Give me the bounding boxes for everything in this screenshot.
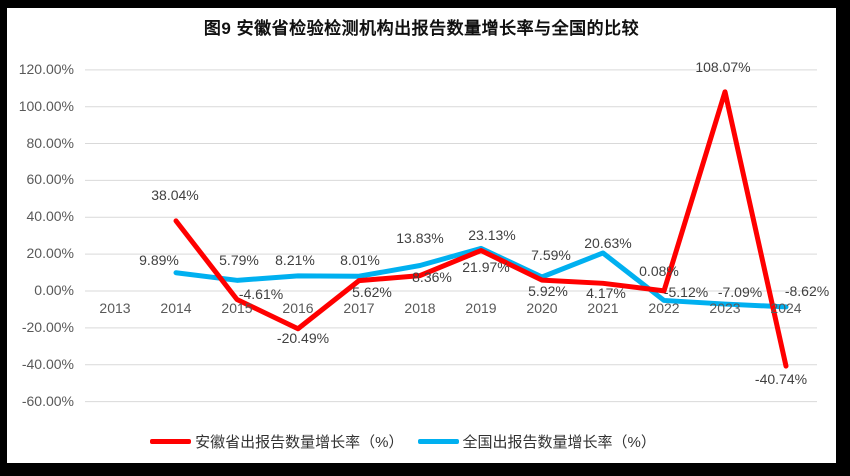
data-label: -8.62% bbox=[784, 282, 830, 299]
data-label: -4.61% bbox=[238, 286, 284, 303]
data-label: -7.09% bbox=[717, 284, 763, 301]
legend-item-national: 全国出报告数量增长率（%） bbox=[417, 431, 656, 452]
chart-title: 图9 安徽省检验检测机构出报告数量增长率与全国的比较 bbox=[203, 19, 640, 38]
data-label: 5.92% bbox=[528, 283, 568, 300]
data-label: 13.83% bbox=[396, 229, 444, 246]
data-label: 20.63% bbox=[584, 234, 632, 251]
data-label: 9.89% bbox=[139, 251, 179, 268]
data-label: 21.97% bbox=[462, 258, 510, 275]
y-tick-label: 80.00% bbox=[26, 134, 74, 151]
x-axis-label: 2020 bbox=[526, 300, 558, 316]
data-label: -40.74% bbox=[754, 371, 808, 388]
data-label: 8.21% bbox=[275, 251, 315, 268]
y-tick-label: 100.00% bbox=[18, 97, 74, 114]
x-axis-label: 2014 bbox=[160, 300, 192, 316]
data-label: 0.08% bbox=[639, 262, 679, 279]
plot-background bbox=[7, 8, 836, 463]
legend-label-national: 全国出报告数量增长率（%） bbox=[462, 433, 656, 451]
y-tick-label: 0.00% bbox=[34, 282, 74, 298]
legend-swatch-anhui-line bbox=[150, 438, 192, 444]
data-label: -5.12% bbox=[663, 284, 709, 301]
legend-item-anhui: 安徽省出报告数量增长率（%） bbox=[150, 431, 404, 452]
y-tick-label: 60.00% bbox=[26, 171, 74, 188]
x-axis-label: 2018 bbox=[404, 300, 436, 316]
y-tick-label: -40.00% bbox=[21, 355, 74, 372]
chart-legend: 安徽省出报告数量增长率（%） 全国出报告数量增长率（%） bbox=[0, 430, 828, 452]
data-label: 5.62% bbox=[352, 283, 392, 300]
data-label: 8.36% bbox=[412, 268, 452, 285]
y-tick-label: -60.00% bbox=[21, 392, 74, 409]
y-tick-label: 120.00% bbox=[18, 60, 74, 77]
x-axis-label: 2016 bbox=[282, 300, 314, 316]
x-axis-label: 2019 bbox=[465, 300, 497, 316]
data-label: 8.01% bbox=[340, 252, 380, 269]
x-axis-label: 2024 bbox=[770, 300, 802, 316]
x-axis-label: 2015 bbox=[221, 300, 253, 316]
x-axis-label: 2013 bbox=[99, 300, 131, 316]
x-axis-label: 2017 bbox=[343, 300, 375, 316]
legend-swatch-national-line bbox=[417, 438, 459, 444]
data-label: 7.59% bbox=[531, 247, 571, 263]
x-axis-label: 2022 bbox=[648, 300, 680, 316]
legend-label-anhui: 安徽省出报告数量增长率（%） bbox=[195, 433, 404, 451]
y-tick-label: -20.00% bbox=[21, 318, 74, 335]
data-label: 108.07% bbox=[695, 58, 751, 75]
data-label: 38.04% bbox=[151, 186, 199, 203]
x-axis-label: 2023 bbox=[709, 300, 741, 316]
data-label: -20.49% bbox=[276, 329, 330, 346]
y-tick-label: 20.00% bbox=[26, 245, 74, 262]
y-tick-label: 40.00% bbox=[26, 208, 74, 225]
x-axis-label: 2021 bbox=[587, 300, 619, 316]
data-label: 4.17% bbox=[586, 285, 626, 302]
series-line-anhui bbox=[173, 89, 789, 369]
data-label: 23.13% bbox=[468, 227, 516, 244]
data-label: 5.79% bbox=[219, 252, 259, 269]
